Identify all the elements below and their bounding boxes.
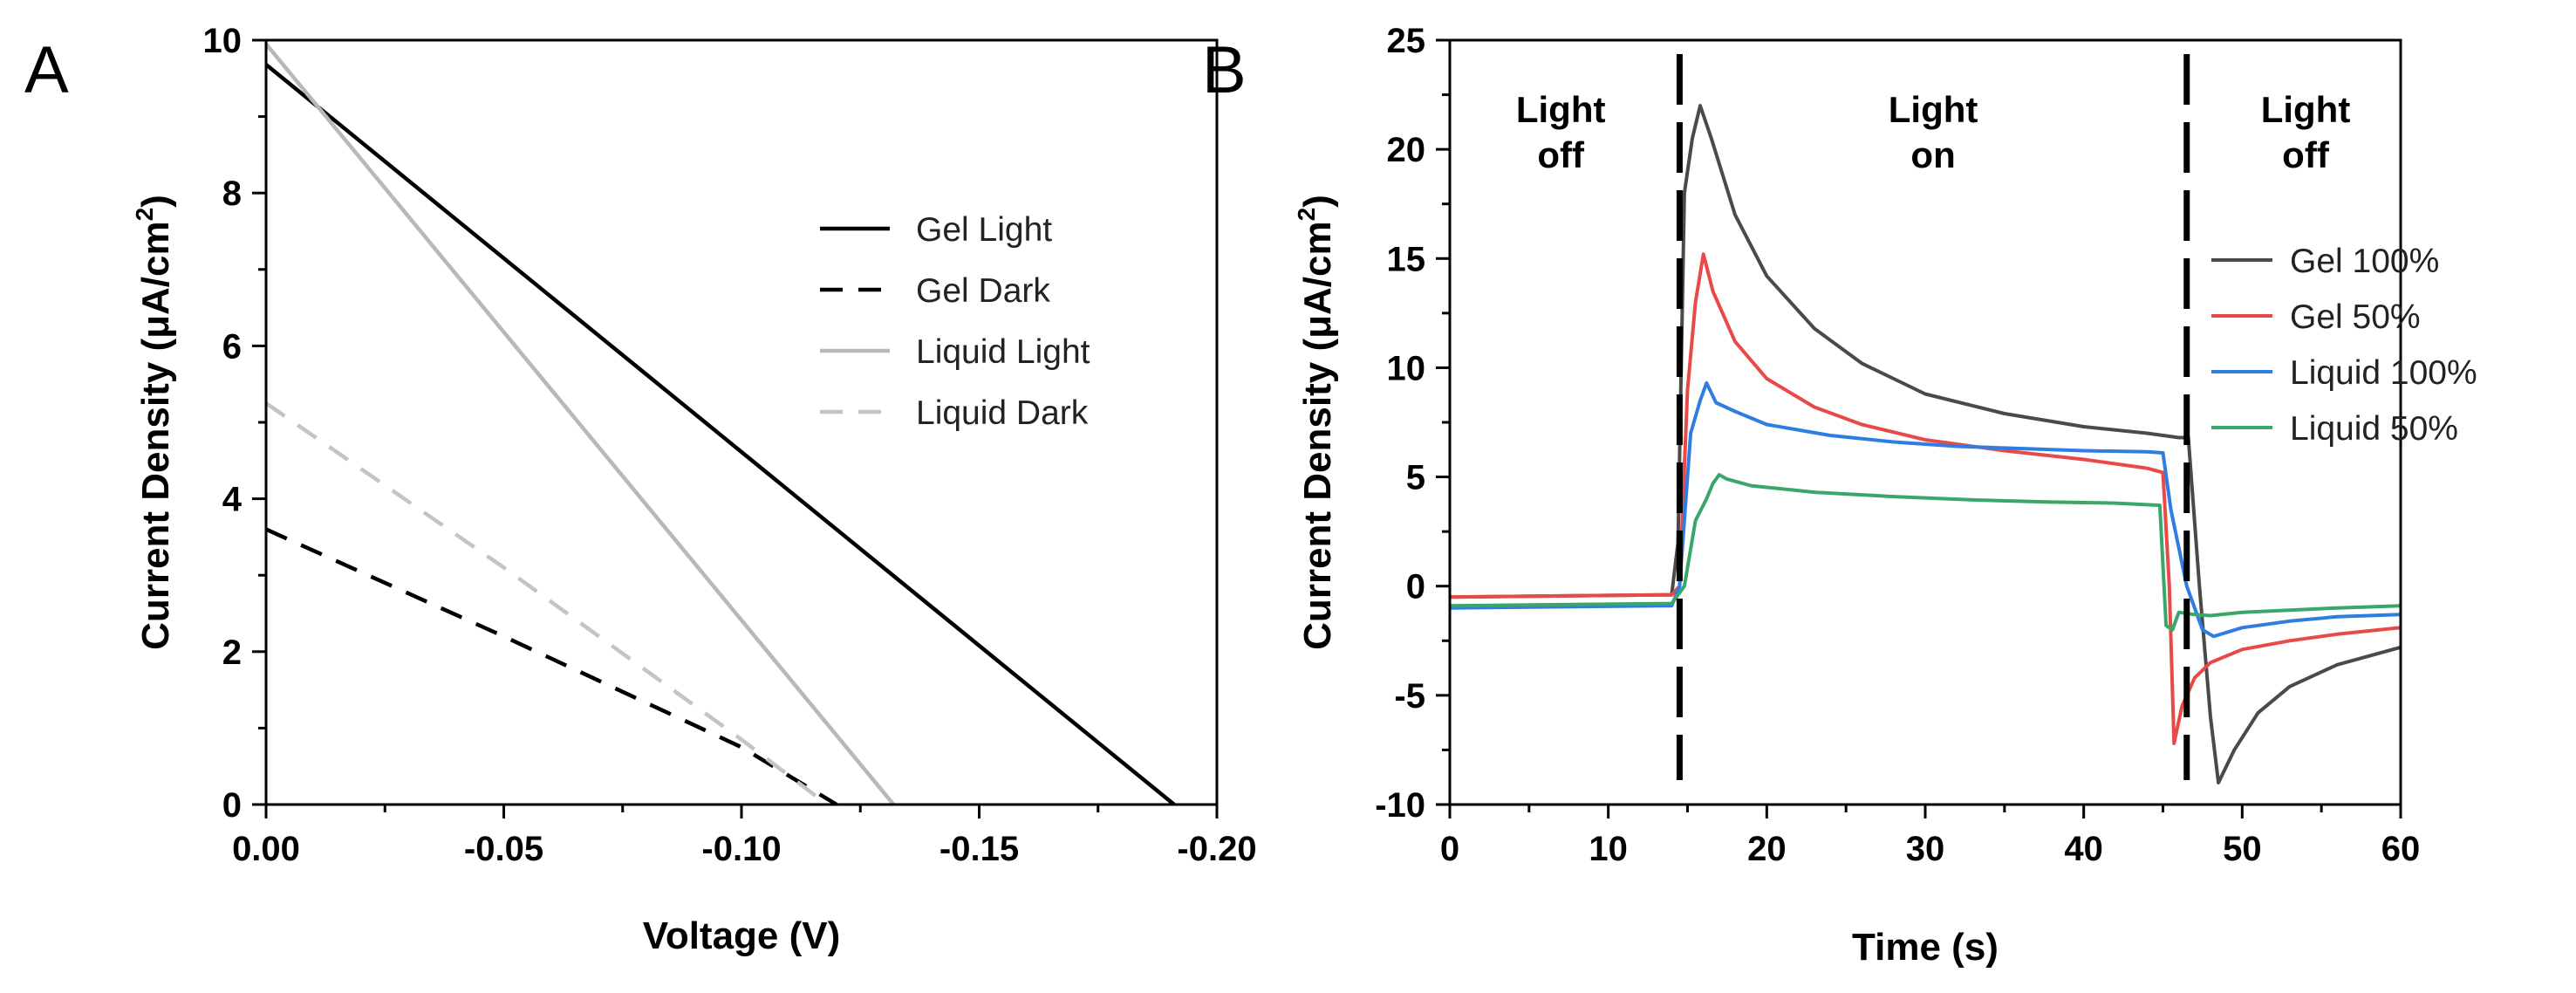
panel-b-y-tick-label: -10 [1375,786,1425,825]
region-label: on [1910,134,1955,175]
region-label: off [2282,134,2330,175]
panel-a-chart: A 0.00 -0.05 -0.10 -0.15 -0.20 0 2 4 6 8 10 Voltag… [24,22,1257,957]
panel-a-legend: Gel Light Gel Dark Liquid Light Liquid Dark [820,211,1090,432]
panel-b-x-tick-label: 30 [1906,830,1945,868]
panel-b-x-tick-label: 50 [2223,830,2262,868]
series-line-liquid-dark [264,401,829,806]
series-line-gel-light [264,63,1176,806]
panel-a-y-tick-label: 10 [203,22,243,60]
legend-label-gel-dark: Gel Dark [916,272,1050,310]
panel-a-y-tick-label: 4 [222,481,243,519]
panel-a-y-axis-title: Current Density (μA/cm2) [131,195,177,650]
panel-b-y-axis-title: Current Density (μA/cm2) [1293,195,1339,650]
panel-b-x-tick-label: 60 [2381,830,2421,868]
panel-b-y-tick-label: 5 [1406,459,1425,497]
panel-a-y-tick-label: 6 [222,327,242,366]
panel-a-x-axis-title: Voltage (V) [643,914,841,957]
panel-b-y-tick-label: -5 [1394,677,1425,716]
panel-b-x-axis-title: Time (s) [1852,926,1999,969]
legend-label-gel-50: Gel 50% [2290,298,2421,336]
panel-a-x-tick-label: -0.05 [464,830,543,868]
series-line-liquid-light [264,42,896,806]
panel-b-y-tick-label: 15 [1387,240,1426,278]
region-label: off [1537,134,1585,175]
series-line-liquid-100 [1449,380,2402,639]
legend-label-gel-100: Gel 100% [2290,243,2439,280]
panel-b-x-tick-label: 10 [1589,830,1628,868]
panel-b-letter: B [1202,33,1247,107]
legend-label-liquid-dark: Liquid Dark [916,394,1089,432]
panel-a-x-tick-label: -0.20 [1177,830,1256,868]
region-label: Light [1516,89,1606,130]
panel-b-y-tick-label: 20 [1387,131,1426,169]
series-line-gel-100 [1449,104,2402,784]
panel-b-x-tick-label: 40 [2064,830,2103,868]
legend-label-liquid-100: Liquid 100% [2290,354,2477,392]
panel-b-y-tick-label: 10 [1387,349,1426,387]
legend-label-liquid-50: Liquid 50% [2290,410,2458,448]
panel-b-x-tick-label: 20 [1747,830,1787,868]
panel-a-y-tick-label: 2 [222,633,242,672]
panel-b-legend: Gel 100% Gel 50% Liquid 100% Liquid 50% [2211,243,2477,448]
panel-a-letter: A [24,33,69,107]
panel-a-x-tick-label: -0.10 [701,830,781,868]
panel-a-x-tick-label: -0.15 [940,830,1019,868]
panel-b-y-tick-label: 25 [1387,22,1426,60]
panel-b-x-tick-label: 0 [1440,830,1459,868]
region-label: Light [1889,89,1978,130]
region-label: Light [2261,89,2351,130]
panel-a-y-tick-label: 0 [222,786,242,825]
series-line-gel-50 [1449,252,2402,745]
legend-label-liquid-light: Liquid Light [916,333,1090,371]
series-line-liquid-50 [1449,473,2402,632]
panel-b-y-tick-label: 0 [1406,568,1425,606]
series-line-gel-dark [265,527,838,806]
panel-a-x-tick-label: 0.00 [232,830,300,868]
panel-a-y-tick-label: 8 [222,175,242,213]
legend-label-gel-light: Gel Light [916,211,1052,249]
